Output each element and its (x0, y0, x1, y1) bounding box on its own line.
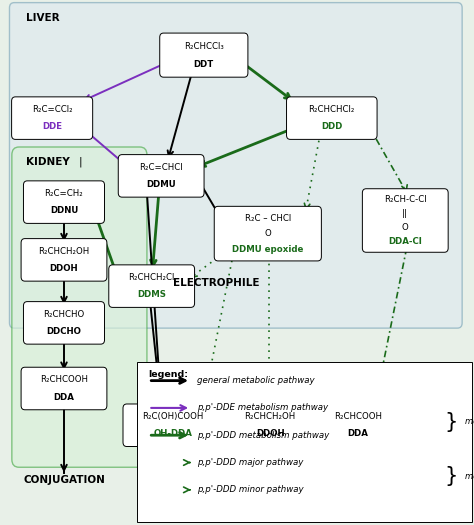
Text: R₂CHCCl₃: R₂CHCCl₃ (184, 41, 224, 51)
FancyBboxPatch shape (24, 181, 104, 224)
Text: R₂CHCH₂OH: R₂CHCH₂OH (38, 247, 90, 256)
Text: ELECTROPHILE: ELECTROPHILE (173, 278, 259, 289)
Text: DDOH: DDOH (256, 429, 284, 438)
Text: }: } (445, 466, 458, 486)
Text: DDOH: DDOH (50, 264, 78, 273)
Text: DDMU: DDMU (146, 180, 176, 189)
FancyBboxPatch shape (11, 97, 92, 139)
Text: DDT: DDT (194, 59, 214, 69)
Text: DDD: DDD (321, 122, 343, 131)
Text: DDA: DDA (347, 429, 368, 438)
Text: R₂C=CCl₂: R₂C=CCl₂ (32, 105, 73, 114)
Text: R₂CHCH₂Cl: R₂CHCH₂Cl (128, 273, 175, 282)
Text: DDA: DDA (54, 393, 74, 402)
Text: R₂CHCHCl₂: R₂CHCHCl₂ (309, 105, 355, 114)
Text: R₂CHCOOH: R₂CHCOOH (40, 375, 88, 384)
FancyBboxPatch shape (109, 265, 194, 308)
Text: R₂CH-C-Cl: R₂CH-C-Cl (384, 195, 427, 204)
Text: model II: model II (465, 471, 474, 481)
Text: p,p'-DDD metabolism pathway: p,p'-DDD metabolism pathway (197, 430, 329, 440)
Text: OH-DDA: OH-DDA (154, 429, 192, 438)
FancyBboxPatch shape (362, 189, 448, 253)
Text: R₂CHCHO: R₂CHCHO (43, 310, 85, 319)
FancyBboxPatch shape (21, 368, 107, 410)
Text: model I: model I (465, 417, 474, 426)
Text: LIVER: LIVER (26, 13, 60, 24)
Text: DDCHO: DDCHO (46, 327, 82, 336)
Text: O: O (264, 229, 271, 238)
Text: general metabolic pathway: general metabolic pathway (197, 376, 314, 385)
Text: R₂C(OH)COOH: R₂C(OH)COOH (142, 412, 204, 421)
Text: DDMS: DDMS (137, 290, 166, 299)
Text: }: } (445, 412, 458, 432)
FancyBboxPatch shape (137, 362, 472, 522)
Text: legend:: legend: (148, 370, 188, 379)
Text: DDE: DDE (42, 122, 62, 131)
Text: R₂CHCH₂OH: R₂CHCH₂OH (245, 412, 296, 421)
Text: |: | (78, 156, 82, 167)
Text: p,p'-DDE metabolism pathway: p,p'-DDE metabolism pathway (197, 403, 328, 413)
FancyBboxPatch shape (12, 147, 147, 467)
Text: p,p'-DDD minor pathway: p,p'-DDD minor pathway (197, 485, 303, 495)
FancyBboxPatch shape (160, 33, 248, 77)
Text: p,p'-DDD major pathway: p,p'-DDD major pathway (197, 458, 303, 467)
Text: R₂C – CHCl: R₂C – CHCl (245, 214, 291, 223)
FancyBboxPatch shape (118, 154, 204, 197)
FancyBboxPatch shape (225, 404, 316, 446)
FancyBboxPatch shape (123, 404, 223, 446)
Text: KIDNEY: KIDNEY (26, 156, 70, 167)
FancyBboxPatch shape (9, 3, 462, 328)
Text: R₂C=CHCl: R₂C=CHCl (139, 163, 183, 172)
Text: R₂C=CH₂: R₂C=CH₂ (45, 189, 83, 198)
Text: O: O (402, 223, 409, 232)
FancyBboxPatch shape (318, 404, 398, 446)
FancyBboxPatch shape (24, 301, 104, 344)
Text: R₂CHCOOH: R₂CHCOOH (334, 412, 382, 421)
FancyBboxPatch shape (214, 206, 321, 261)
Text: DDNU: DDNU (50, 206, 78, 215)
Text: ||: || (402, 209, 408, 218)
FancyBboxPatch shape (21, 238, 107, 281)
Text: DDA-Cl: DDA-Cl (388, 237, 422, 246)
FancyBboxPatch shape (286, 97, 377, 139)
Text: CONJUGATION: CONJUGATION (23, 475, 105, 486)
Text: DDMU epoxide: DDMU epoxide (232, 245, 303, 254)
